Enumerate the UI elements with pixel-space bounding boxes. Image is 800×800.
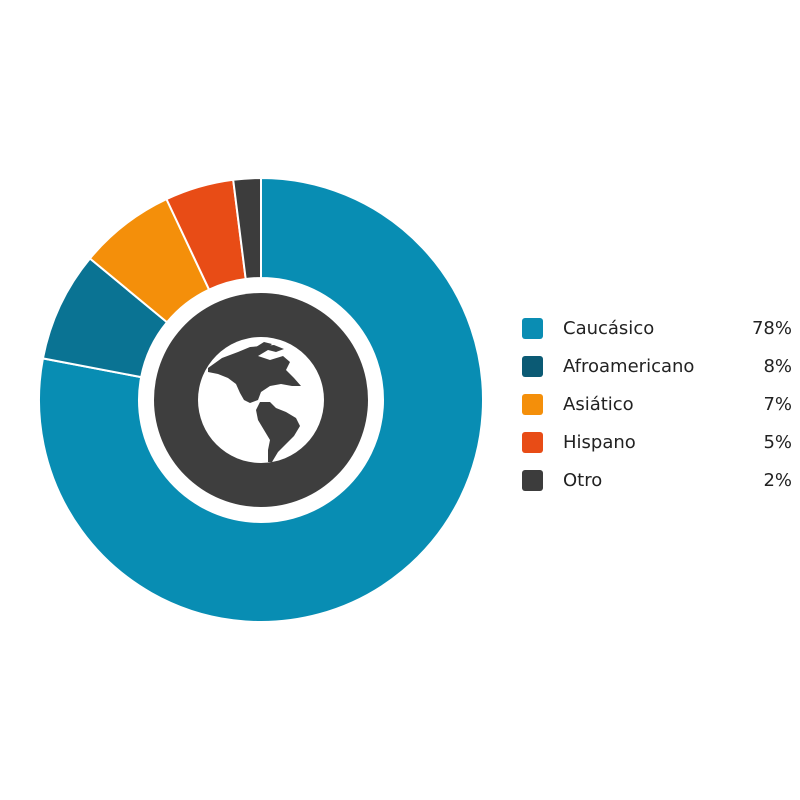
legend-swatch (522, 394, 543, 415)
legend-swatch (522, 318, 543, 339)
legend-value: 5% (763, 432, 792, 453)
legend-item-afroamericano: Afroamericano 8% (522, 355, 792, 393)
legend-swatch (522, 470, 543, 491)
slice-otro (232, 176, 262, 281)
legend-item-hispano: Hispano 5% (522, 431, 792, 469)
legend-label: Hispano (563, 432, 636, 453)
legend-label: Otro (563, 470, 603, 491)
legend-swatch (522, 356, 543, 377)
legend-swatch (522, 432, 543, 453)
globe-americas-icon (198, 337, 324, 463)
legend: Caucásico 78% Afroamericano 8% Asiático … (522, 317, 792, 507)
legend-item-asiatico: Asiático 7% (522, 393, 792, 431)
legend-value: 8% (763, 356, 792, 377)
legend-label: Afroamericano (563, 356, 695, 377)
legend-label: Caucásico (563, 318, 655, 339)
legend-value: 7% (763, 394, 792, 415)
legend-label: Asiático (563, 394, 634, 415)
legend-item-caucasico: Caucásico 78% (522, 317, 792, 355)
legend-item-otro: Otro 2% (522, 469, 792, 507)
slice-caucásico (38, 176, 484, 623)
legend-value: 78% (751, 318, 792, 339)
legend-value: 2% (763, 470, 792, 491)
